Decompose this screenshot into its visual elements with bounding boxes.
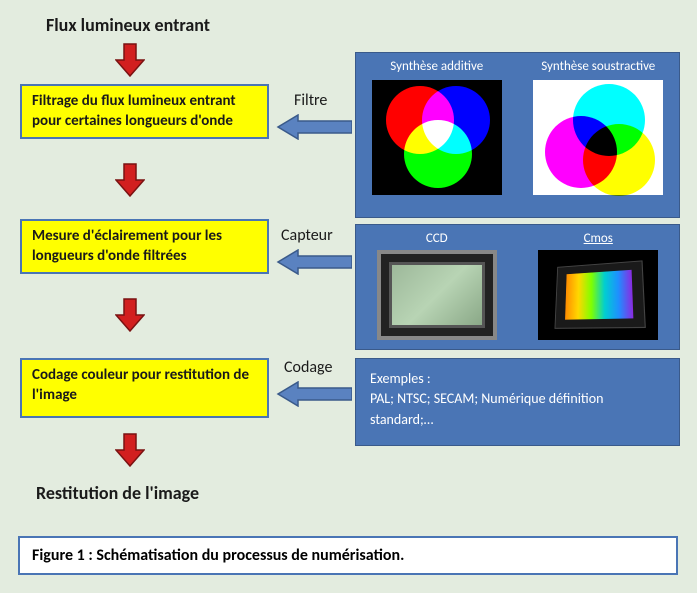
heading-cmos: Cmos (518, 225, 680, 246)
panel-sensors: CCD Cmos (355, 224, 680, 350)
ccd-image (377, 250, 497, 340)
panel-synthesis: Synthèse additive Synthèse soustractive (355, 52, 680, 218)
arrow-down-4 (115, 432, 145, 468)
subtractive-diagram (533, 80, 663, 195)
step-box-1: Filtrage du flux lumineux entrant pour c… (20, 84, 269, 139)
heading-ccd: CCD (356, 225, 518, 246)
step-box-3: Codage couleur pour restitution de l'ima… (20, 358, 269, 418)
arrow-left-filtre (276, 114, 352, 140)
label-filtre: Filtre (294, 91, 327, 110)
panel-codage: Exemples : PAL; NTSC; SECAM; Numérique d… (355, 358, 680, 446)
figure-caption: Figure 1 : Schématisation du processus d… (18, 536, 678, 575)
arrow-left-capteur (276, 249, 352, 275)
arrow-down-3 (115, 297, 145, 333)
additive-diagram (372, 80, 502, 195)
arrow-down-1 (115, 42, 145, 78)
cmos-image (538, 250, 658, 340)
top-title: Flux lumineux entrant (46, 14, 210, 36)
label-codage: Codage (284, 358, 332, 377)
arrow-left-codage (276, 381, 352, 407)
arrow-down-2 (115, 162, 145, 198)
step-box-2: Mesure d'éclairement pour les longueurs … (20, 219, 269, 274)
examples-line1: Exemples : (370, 370, 431, 387)
heading-subtractive: Synthèse soustractive (518, 53, 680, 74)
label-capteur: Capteur (281, 226, 333, 245)
heading-additive: Synthèse additive (356, 53, 518, 74)
examples-text: Exemples : PAL; NTSC; SECAM; Numérique d… (356, 359, 679, 440)
examples-line2: PAL; NTSC; SECAM; Numérique définition s… (370, 390, 603, 427)
bottom-text: Restitution de l'image (36, 482, 199, 504)
